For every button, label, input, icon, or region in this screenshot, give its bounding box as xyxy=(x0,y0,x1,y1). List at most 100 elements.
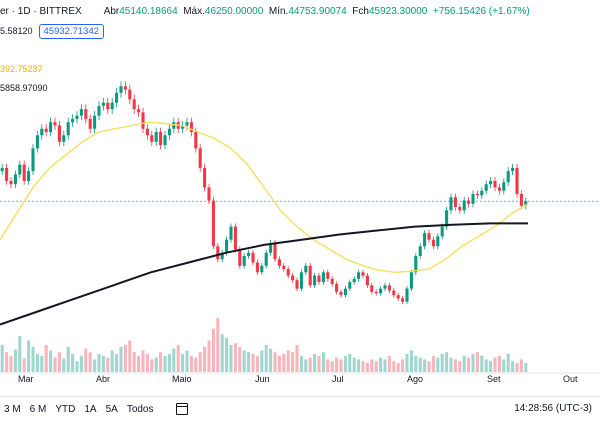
candle-body xyxy=(31,148,35,172)
volume-bar xyxy=(18,336,22,372)
clock-readout[interactable]: 14:28:56 (UTC-3) xyxy=(514,403,592,414)
volume-bar xyxy=(335,357,339,372)
candle-body xyxy=(93,115,97,129)
volume-bar xyxy=(119,346,123,372)
volume-bar xyxy=(167,354,171,372)
candle-body xyxy=(414,256,418,273)
volume-bar xyxy=(238,346,242,372)
volume-bar xyxy=(40,355,44,372)
volume-bar xyxy=(66,346,70,372)
candle-body xyxy=(396,295,400,299)
volume-bar xyxy=(291,352,295,372)
candle-body xyxy=(379,288,383,294)
volume-bar xyxy=(229,345,233,372)
candle-body xyxy=(392,290,396,296)
volume-bar xyxy=(519,359,523,372)
candle-body xyxy=(361,272,365,276)
candle-body xyxy=(286,269,290,276)
volume-bar xyxy=(295,345,299,372)
calendar-icon[interactable] xyxy=(175,403,188,415)
ma2-line xyxy=(0,222,528,326)
candle-body xyxy=(462,200,466,211)
candle-body xyxy=(123,86,127,90)
open-label: Abr xyxy=(103,5,120,17)
volume-bar xyxy=(480,355,484,372)
candle-body xyxy=(132,99,136,110)
candle-body xyxy=(264,252,268,266)
candle-body xyxy=(299,272,303,289)
range-all-button[interactable]: Todos xyxy=(126,403,154,415)
candle-body xyxy=(519,194,523,206)
candle-body xyxy=(0,167,4,172)
current-price-badge[interactable]: 45932.71342 xyxy=(38,23,105,39)
candle-body xyxy=(277,259,281,266)
volume-bar xyxy=(357,359,361,372)
previous-value: 5.58120 xyxy=(0,26,33,36)
volume-bar xyxy=(203,346,207,372)
volume-bar xyxy=(493,357,497,372)
candle-body xyxy=(471,194,475,204)
candle-body xyxy=(198,148,202,168)
candle-body xyxy=(330,278,334,285)
candle-body xyxy=(75,115,79,119)
low-label: Mín. xyxy=(268,5,289,17)
tick-label-jul: Jul xyxy=(332,374,344,384)
volume-bar xyxy=(524,363,528,372)
tick-label-set: Set xyxy=(487,374,501,384)
candle-body xyxy=(458,207,462,211)
volume-bar xyxy=(128,340,132,372)
range-5y-button[interactable]: 5A xyxy=(105,403,118,415)
volume-bar xyxy=(220,334,224,372)
volume-bar xyxy=(0,345,4,372)
candle-body xyxy=(515,167,519,194)
volume-bar xyxy=(427,361,431,372)
low-value: 44753.90074 xyxy=(288,5,347,17)
volume-bar xyxy=(194,357,198,372)
volume-bar xyxy=(277,355,281,372)
volume-bar xyxy=(453,359,457,372)
volume-bar xyxy=(242,350,246,372)
volume-bar xyxy=(5,352,9,372)
bottom-toolbar: 3 M 6 M YTD 1A 5A Todos 14:28:56 (UTC-3) xyxy=(0,396,600,421)
tick-label-ago: Ago xyxy=(407,374,424,384)
volume-bar xyxy=(343,355,347,372)
candle-body xyxy=(480,190,484,196)
volume-bar xyxy=(49,350,53,372)
volume-bar xyxy=(317,355,321,372)
candle-body xyxy=(506,171,510,183)
volume-bar xyxy=(440,354,444,372)
volume-bar xyxy=(308,357,312,372)
volume-bar xyxy=(35,354,39,372)
range-3m-button[interactable]: 3 M xyxy=(4,403,21,415)
tick-label-mar: Mar xyxy=(18,374,34,384)
volume-bar xyxy=(106,357,110,372)
range-ytd-button[interactable]: YTD xyxy=(55,403,76,415)
volume-bar xyxy=(489,361,493,372)
candle-body xyxy=(40,128,44,136)
volume-bar xyxy=(27,340,31,372)
volume-bar xyxy=(348,354,352,372)
candle-body xyxy=(220,252,224,260)
candle-body xyxy=(5,167,9,181)
candle-body xyxy=(238,249,242,266)
symbol-label[interactable]: er · 1D · BITTREX xyxy=(0,5,82,17)
candle-body xyxy=(511,167,515,172)
volume-bar xyxy=(484,359,488,372)
candle-body xyxy=(189,122,193,132)
candle-body xyxy=(163,135,167,146)
candle-body xyxy=(251,252,255,263)
candle-body xyxy=(44,128,48,132)
volume-bar xyxy=(387,355,391,372)
candle-body xyxy=(401,298,405,302)
range-6m-button[interactable]: 6 M xyxy=(29,403,47,415)
candle-body xyxy=(370,285,374,292)
candle-body xyxy=(154,132,158,142)
volume-bar xyxy=(497,355,501,372)
range-1y-button[interactable]: 1A xyxy=(84,403,97,415)
candle-body xyxy=(273,242,277,260)
volume-bar xyxy=(462,355,466,372)
candle-body xyxy=(409,272,413,289)
candle-body xyxy=(524,201,528,206)
volume-bar xyxy=(141,350,145,372)
